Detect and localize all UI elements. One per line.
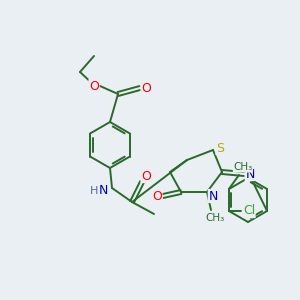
Text: CH₃: CH₃ xyxy=(233,162,253,172)
Text: H: H xyxy=(90,186,98,196)
Text: O: O xyxy=(152,190,162,202)
Text: O: O xyxy=(141,169,151,182)
Text: O: O xyxy=(89,80,99,92)
Text: N: N xyxy=(208,190,218,202)
Text: CH₃: CH₃ xyxy=(206,213,225,223)
Text: O: O xyxy=(141,82,151,94)
Text: S: S xyxy=(216,142,224,154)
Text: N: N xyxy=(245,167,255,181)
Text: Cl: Cl xyxy=(243,205,255,218)
Text: N: N xyxy=(98,184,108,197)
